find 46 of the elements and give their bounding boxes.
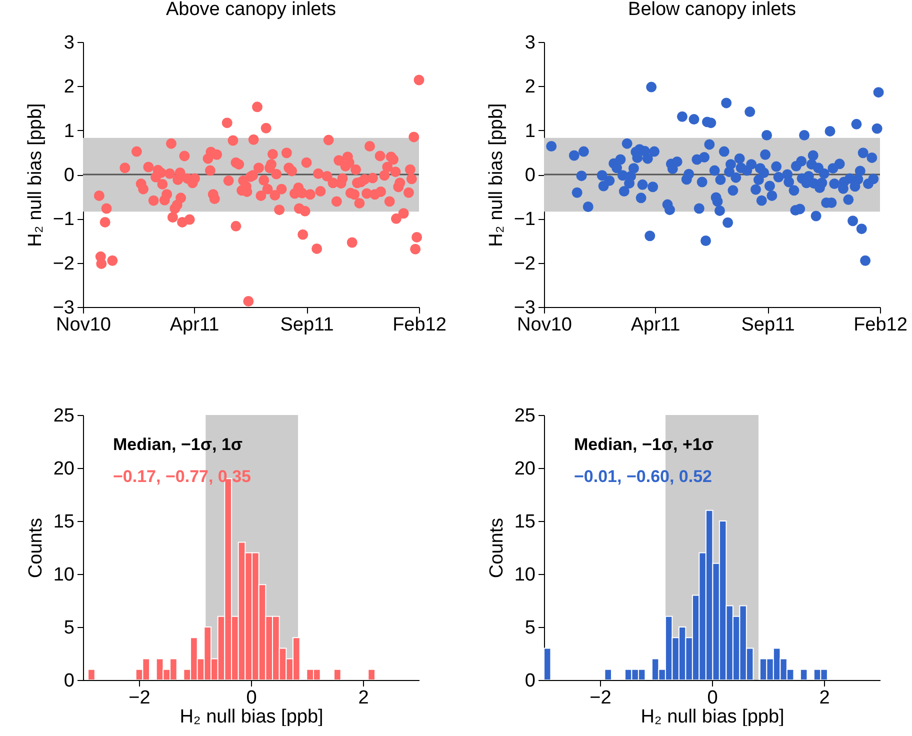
y-tick-label: 20 [53,458,74,480]
y-tick-label: 0 [524,165,536,186]
y-tick-label: 0 [524,670,536,692]
y-tick-label: 15 [514,512,536,532]
y-tick-label: 15 [53,512,74,532]
y-axis-title: H₂ null bias [ppb] [24,103,46,247]
annotation: −0.01, −0.60, 0.52 [574,467,712,486]
y-tick-label: 25 [514,406,536,426]
y-tick-label: 1 [64,120,74,142]
x-tick-label: −2 [590,688,612,708]
y-tick-label: 1 [524,120,536,142]
y-tick-label: 0 [64,670,74,692]
x-tick-label: 0 [707,688,718,708]
y-tick-label: 20 [514,458,536,480]
annotation: −0.17, −0.77, 0.35 [113,467,252,486]
x-tick-label: 2 [358,688,369,708]
y-tick-label: 0 [64,165,74,186]
x-tick-label: Apr11 [630,314,680,336]
x-tick-label: Sep11 [741,314,795,336]
chart-title: Below canopy inlets [628,0,796,20]
y-axis-title: Counts [25,518,46,578]
y-tick-label: 2 [64,76,74,98]
y-tick-label: 3 [524,32,536,54]
y-axis-title: H₂ null bias [ppb] [486,103,507,247]
annotation: Median, −1σ, +1σ [574,435,714,454]
chart-title: Above canopy inlets [166,0,336,20]
y-tick-label: 3 [64,32,74,54]
x-tick-label: Apr11 [170,314,220,336]
y-tick-label: −1 [514,209,536,230]
y-tick-label: 2 [524,76,536,98]
y-tick-label: −2 [514,253,536,274]
x-tick-label: 0 [246,688,257,708]
x-tick-label: Feb12 [392,314,446,336]
x-tick-label: −2 [128,688,150,708]
y-tick-label: −1 [52,209,74,230]
y-tick-label: 5 [524,618,536,638]
x-tick-label: Sep11 [280,314,334,336]
y-tick-label: 5 [64,618,74,638]
x-tick-label: 2 [819,688,830,708]
annotation: Median, −1σ, 1σ [113,435,243,454]
y-tick-label: 10 [53,564,74,586]
y-tick-label: 10 [514,564,536,586]
y-tick-label: 25 [53,406,74,426]
y-tick-label: −2 [52,253,74,274]
y-axis-title: Counts [486,518,508,578]
x-tick-label: Feb12 [854,314,908,336]
